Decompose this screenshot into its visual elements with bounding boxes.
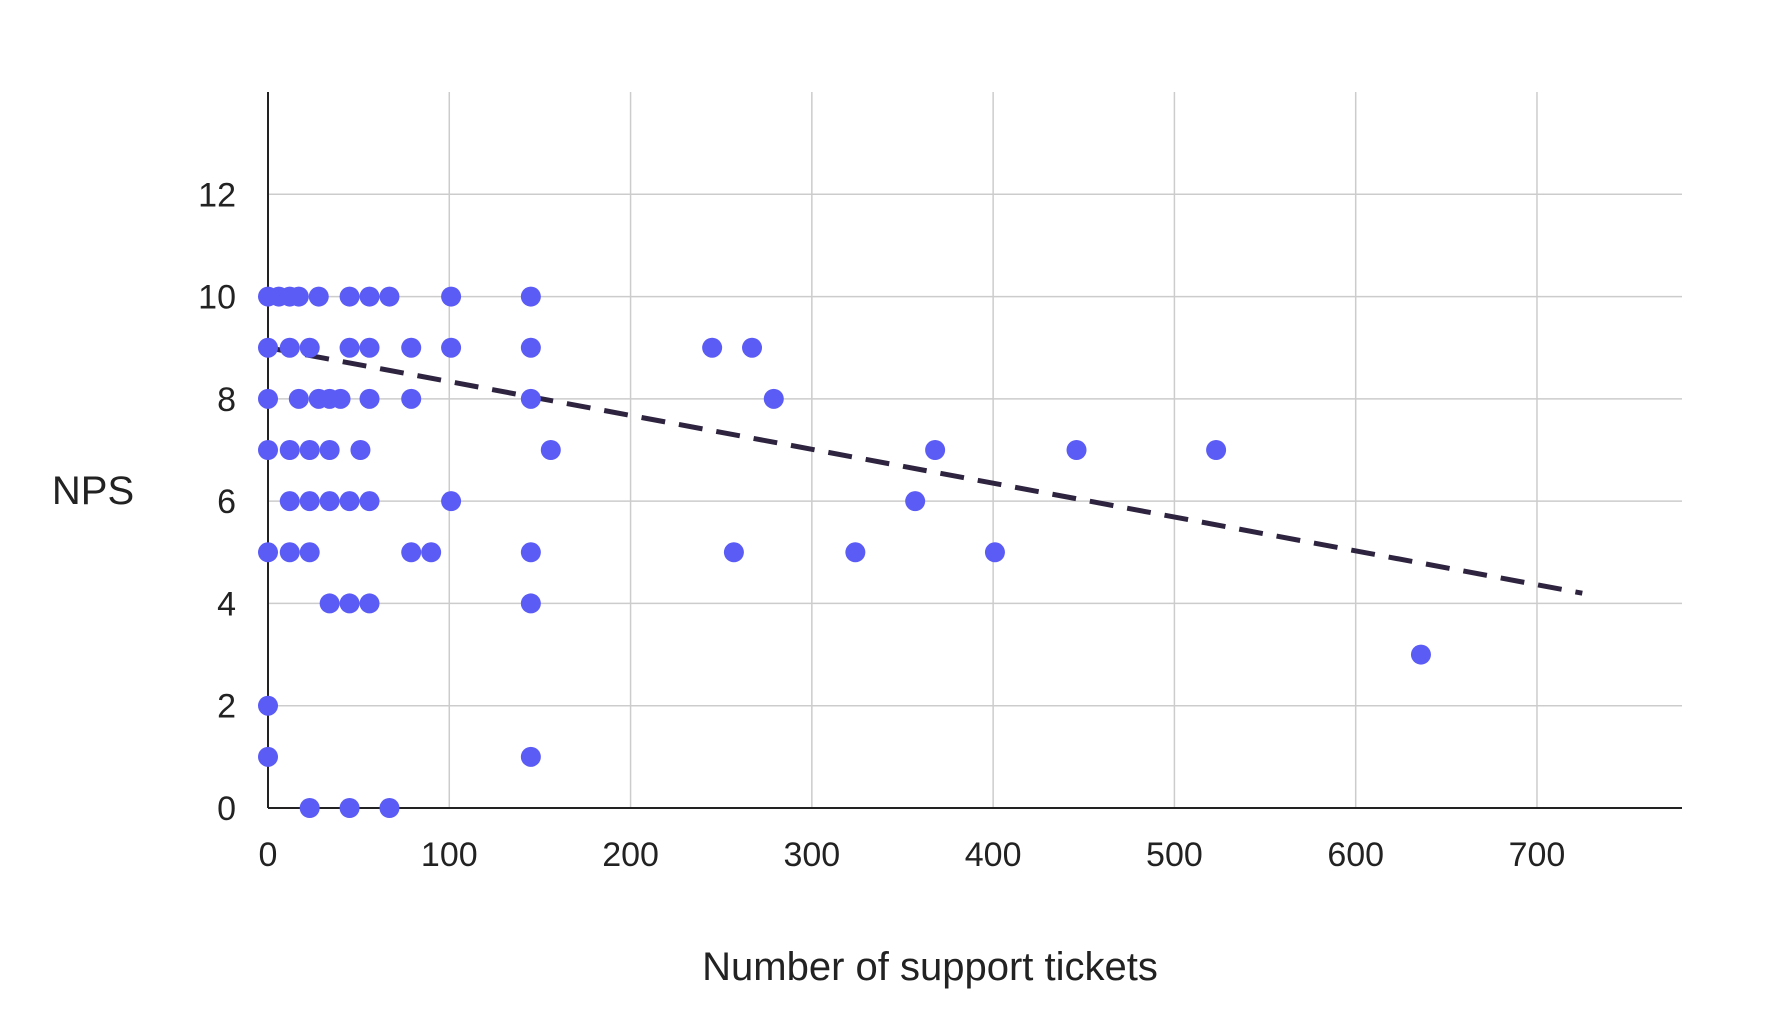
data-point xyxy=(763,388,784,409)
data-point xyxy=(299,337,320,358)
data-point xyxy=(520,542,541,563)
data-point xyxy=(421,542,442,563)
x-tick-label: 100 xyxy=(421,836,478,874)
data-point xyxy=(339,798,360,818)
x-tick-label: 600 xyxy=(1327,836,1384,874)
data-point xyxy=(401,542,422,563)
data-point xyxy=(925,440,946,460)
x-tick-label: 500 xyxy=(1146,836,1203,874)
x-axis-title: Number of support tickets xyxy=(702,945,1158,989)
data-point xyxy=(1066,440,1087,460)
data-point xyxy=(258,440,278,460)
data-point xyxy=(339,593,360,614)
data-point xyxy=(441,491,462,512)
data-point xyxy=(359,491,380,512)
data-point xyxy=(330,388,351,409)
data-point xyxy=(401,337,422,358)
data-point xyxy=(258,695,278,716)
data-point xyxy=(288,388,309,409)
data-point xyxy=(1206,440,1227,460)
y-axis-title: NPS xyxy=(52,469,134,513)
axes xyxy=(267,92,1682,809)
data-point xyxy=(288,286,309,307)
data-point xyxy=(299,798,320,818)
data-point xyxy=(258,542,278,563)
data-point xyxy=(742,337,763,358)
data-points xyxy=(258,286,1431,818)
y-tick-label: 12 xyxy=(198,176,236,214)
data-point xyxy=(845,542,866,563)
data-point xyxy=(379,798,400,818)
data-point xyxy=(299,491,320,512)
data-point xyxy=(308,286,329,307)
data-point xyxy=(359,593,380,614)
data-point xyxy=(350,440,371,460)
data-point xyxy=(540,440,561,460)
x-tick-label: 0 xyxy=(259,836,278,874)
data-point xyxy=(984,542,1005,563)
data-point xyxy=(279,337,300,358)
data-point xyxy=(258,337,278,358)
data-point xyxy=(279,491,300,512)
data-point xyxy=(359,337,380,358)
data-point xyxy=(258,388,278,409)
data-point xyxy=(379,286,400,307)
x-tick-label: 300 xyxy=(783,836,840,874)
data-point xyxy=(441,286,462,307)
x-tick-label: 700 xyxy=(1509,836,1566,874)
data-point xyxy=(279,542,300,563)
grid xyxy=(268,92,1682,808)
data-point xyxy=(702,337,723,358)
y-tick-label: 6 xyxy=(217,483,236,521)
data-point xyxy=(359,286,380,307)
data-point xyxy=(339,337,360,358)
y-tick-label: 0 xyxy=(217,790,236,828)
y-tick-label: 8 xyxy=(217,381,236,419)
data-point xyxy=(905,491,926,512)
y-tick-label: 2 xyxy=(217,688,236,726)
data-point xyxy=(520,388,541,409)
data-point xyxy=(520,286,541,307)
tick-labels: 0 100 200 300 400 500 600 700 0 2 4 6 8 10 12 xyxy=(198,176,1565,874)
y-tick-label: 4 xyxy=(217,585,236,623)
trendline-group xyxy=(267,345,1583,596)
data-point xyxy=(1410,644,1431,665)
data-point xyxy=(258,746,278,767)
x-tick-label: 400 xyxy=(965,836,1022,874)
data-point xyxy=(339,286,360,307)
trendline xyxy=(267,345,1583,596)
y-tick-label: 10 xyxy=(198,279,236,317)
data-point xyxy=(299,542,320,563)
data-point xyxy=(359,388,380,409)
data-point xyxy=(299,440,320,460)
data-point xyxy=(279,440,300,460)
data-point xyxy=(339,491,360,512)
data-point xyxy=(401,388,422,409)
data-point xyxy=(319,593,340,614)
data-point xyxy=(520,593,541,614)
data-point xyxy=(319,440,340,460)
x-tick-label: 200 xyxy=(602,836,659,874)
data-point xyxy=(441,337,462,358)
data-point xyxy=(723,542,744,563)
data-point xyxy=(319,491,340,512)
data-point xyxy=(520,337,541,358)
data-point xyxy=(520,746,541,767)
